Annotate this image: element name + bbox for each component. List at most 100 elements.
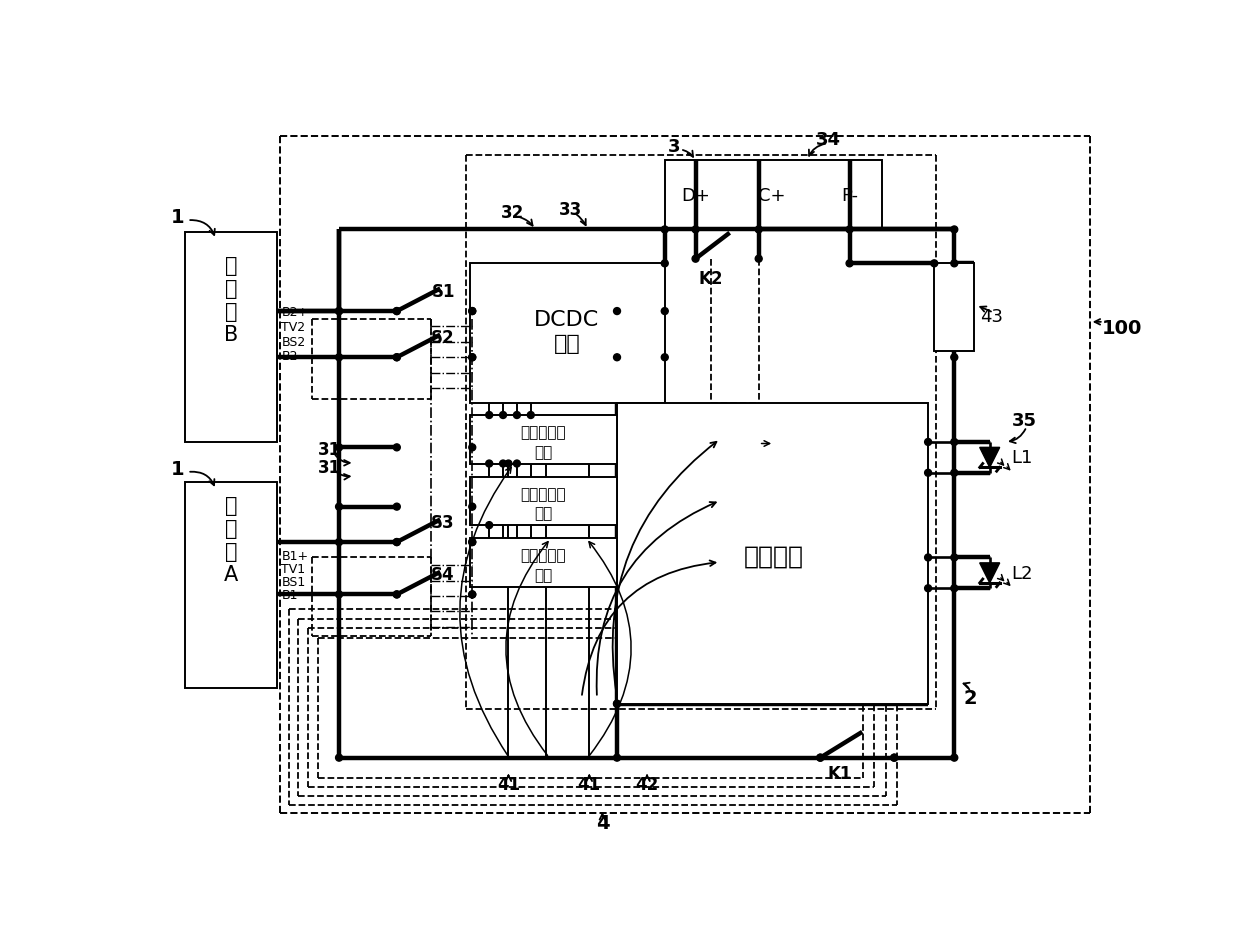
- Text: P-: P-: [841, 187, 858, 205]
- Text: S2: S2: [432, 329, 455, 346]
- Circle shape: [500, 461, 506, 467]
- Circle shape: [890, 754, 898, 761]
- Circle shape: [469, 539, 476, 546]
- Circle shape: [951, 554, 957, 562]
- Circle shape: [393, 539, 401, 546]
- Circle shape: [393, 539, 401, 546]
- Text: 3: 3: [668, 138, 681, 156]
- Circle shape: [393, 504, 401, 511]
- Circle shape: [692, 256, 699, 262]
- Circle shape: [505, 461, 512, 467]
- Circle shape: [661, 227, 668, 234]
- Circle shape: [393, 309, 401, 315]
- Text: D+: D+: [681, 187, 711, 205]
- Text: 2: 2: [963, 688, 977, 707]
- Circle shape: [661, 354, 668, 362]
- Text: DCDC: DCDC: [534, 310, 600, 329]
- Text: K2: K2: [698, 270, 723, 288]
- Circle shape: [336, 539, 342, 546]
- Circle shape: [614, 754, 620, 761]
- Circle shape: [336, 504, 342, 511]
- Circle shape: [755, 256, 763, 262]
- Text: TV1: TV1: [281, 562, 305, 575]
- Circle shape: [951, 754, 957, 761]
- Text: 单包电压传: 单包电压传: [521, 548, 565, 563]
- Text: 主控单元: 主控单元: [744, 544, 804, 567]
- Circle shape: [469, 504, 476, 511]
- Text: 31: 31: [317, 441, 341, 459]
- Text: K1: K1: [827, 765, 852, 783]
- Text: S1: S1: [432, 283, 455, 301]
- Circle shape: [951, 925, 957, 932]
- Text: 43: 43: [981, 308, 1003, 326]
- Text: TV2: TV2: [281, 321, 305, 333]
- Bar: [618, 404, 928, 704]
- Circle shape: [393, 354, 401, 362]
- Text: 42: 42: [635, 775, 658, 793]
- Circle shape: [925, 554, 931, 562]
- Circle shape: [661, 261, 668, 267]
- Circle shape: [469, 309, 476, 315]
- Circle shape: [336, 591, 342, 598]
- Circle shape: [469, 354, 476, 362]
- Circle shape: [336, 354, 342, 362]
- Circle shape: [486, 522, 492, 529]
- Circle shape: [513, 413, 521, 419]
- Text: 电: 电: [224, 256, 238, 276]
- Circle shape: [469, 354, 476, 362]
- Circle shape: [951, 439, 957, 446]
- Text: 池: 池: [224, 278, 238, 298]
- Circle shape: [846, 261, 853, 267]
- Circle shape: [469, 591, 476, 598]
- Text: 1: 1: [171, 208, 185, 227]
- Circle shape: [951, 354, 957, 362]
- Circle shape: [951, 585, 957, 592]
- Circle shape: [393, 309, 401, 315]
- Circle shape: [614, 309, 620, 315]
- Text: 包: 包: [224, 302, 238, 322]
- Circle shape: [336, 309, 342, 315]
- Circle shape: [393, 591, 401, 598]
- Text: C+: C+: [758, 187, 786, 205]
- Circle shape: [527, 413, 534, 419]
- Text: 4: 4: [595, 813, 609, 832]
- Text: 模块: 模块: [553, 334, 580, 354]
- Circle shape: [469, 309, 476, 315]
- Circle shape: [755, 227, 763, 234]
- Circle shape: [951, 470, 957, 477]
- Text: 1: 1: [171, 459, 185, 478]
- Circle shape: [336, 445, 342, 451]
- Circle shape: [469, 445, 476, 451]
- Bar: [470, 539, 618, 587]
- Polygon shape: [980, 447, 999, 468]
- Circle shape: [661, 309, 668, 315]
- Text: B2-: B2-: [281, 350, 303, 362]
- Circle shape: [931, 925, 937, 932]
- Circle shape: [614, 700, 620, 707]
- Text: B2+: B2+: [281, 305, 309, 318]
- Text: 33: 33: [558, 200, 582, 218]
- Text: 34: 34: [816, 131, 841, 149]
- Text: 100: 100: [1101, 319, 1142, 338]
- Circle shape: [951, 261, 957, 267]
- Circle shape: [931, 261, 937, 267]
- Circle shape: [817, 754, 823, 761]
- Bar: [470, 264, 665, 404]
- Circle shape: [469, 539, 476, 546]
- Text: 电: 电: [224, 496, 238, 515]
- Text: 池: 池: [224, 518, 238, 539]
- Circle shape: [925, 470, 931, 477]
- Circle shape: [469, 591, 476, 598]
- Circle shape: [817, 754, 823, 761]
- Bar: [665, 161, 882, 230]
- Circle shape: [486, 413, 492, 419]
- Circle shape: [614, 354, 620, 362]
- Text: 感器: 感器: [534, 445, 552, 459]
- Text: 感器: 感器: [534, 506, 552, 521]
- Circle shape: [925, 585, 931, 592]
- Text: BS2: BS2: [281, 336, 305, 349]
- Text: B: B: [224, 325, 238, 345]
- Text: 31: 31: [317, 458, 341, 476]
- Circle shape: [336, 309, 342, 315]
- Text: B1-: B1-: [281, 588, 303, 601]
